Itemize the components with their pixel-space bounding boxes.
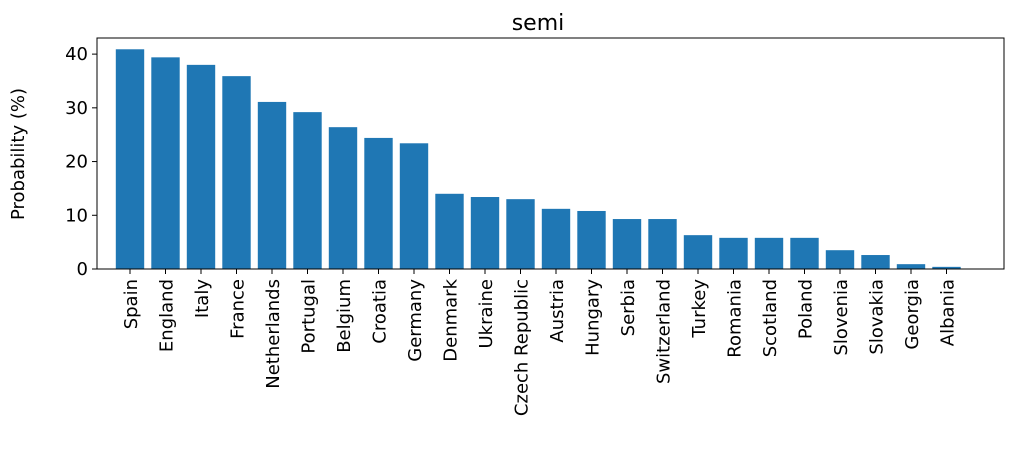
x-tick-label: Albania: [938, 279, 959, 346]
bar: [719, 237, 748, 269]
y-tick-label: 20: [65, 152, 88, 173]
x-tick-label: Hungary: [583, 279, 604, 356]
x-tick-label: Romania: [725, 279, 746, 358]
bar: [399, 143, 429, 269]
x-tick-label: Poland: [796, 279, 817, 339]
x-tick-label: Italy: [192, 279, 213, 318]
bar: [825, 250, 855, 269]
x-tick-label: Belgium: [334, 279, 355, 353]
chart-title: semi: [512, 11, 565, 36]
bar: [612, 219, 642, 269]
bar: [577, 210, 606, 269]
bar: [435, 193, 464, 269]
plot-frame: [96, 37, 1005, 270]
bar: [186, 64, 216, 269]
bar: [257, 101, 287, 269]
y-tick-label: 30: [65, 98, 88, 119]
bar: [648, 219, 677, 269]
x-tick-label: Ukraine: [476, 279, 497, 349]
bar: [470, 197, 500, 269]
x-tick-label: Switzerland: [654, 279, 675, 384]
x-tick-label: Scotland: [760, 279, 781, 357]
bar: [896, 264, 926, 269]
y-tick-label: 0: [77, 259, 88, 280]
x-tick-label: France: [228, 279, 249, 339]
bar: [293, 112, 322, 269]
x-tick-label: Spain: [121, 279, 142, 329]
x-tick-label: Croatia: [370, 279, 391, 344]
y-tick-label: 10: [65, 205, 88, 226]
x-tick-label: Slovakia: [867, 279, 888, 355]
x-tick-label: Georgia: [902, 279, 923, 350]
bar: [932, 266, 961, 269]
bar: [683, 235, 713, 269]
x-tick-label: Serbia: [618, 279, 639, 336]
bar: [754, 237, 784, 269]
bar: [222, 76, 251, 269]
bar: [790, 237, 819, 269]
bar: [115, 49, 145, 269]
x-tick-label: Turkey: [689, 279, 710, 339]
bar: [364, 137, 393, 269]
x-tick-label: Austria: [547, 279, 568, 343]
x-tick-label: Netherlands: [263, 279, 284, 389]
x-tick-label: Slovenia: [831, 279, 852, 356]
bar: [151, 57, 180, 269]
bar: [861, 255, 890, 269]
bar: [328, 127, 358, 269]
bar: [506, 199, 535, 269]
y-tick-label: 40: [65, 44, 88, 65]
x-tick-label: England: [157, 279, 178, 352]
x-tick-label: Portugal: [299, 279, 320, 354]
x-tick-label: Czech Republic: [512, 279, 533, 416]
x-tick-label: Germany: [405, 279, 426, 362]
x-tick-label: Denmark: [441, 278, 462, 361]
y-axis-label: Probability (%): [8, 88, 29, 220]
bar: [541, 208, 571, 269]
